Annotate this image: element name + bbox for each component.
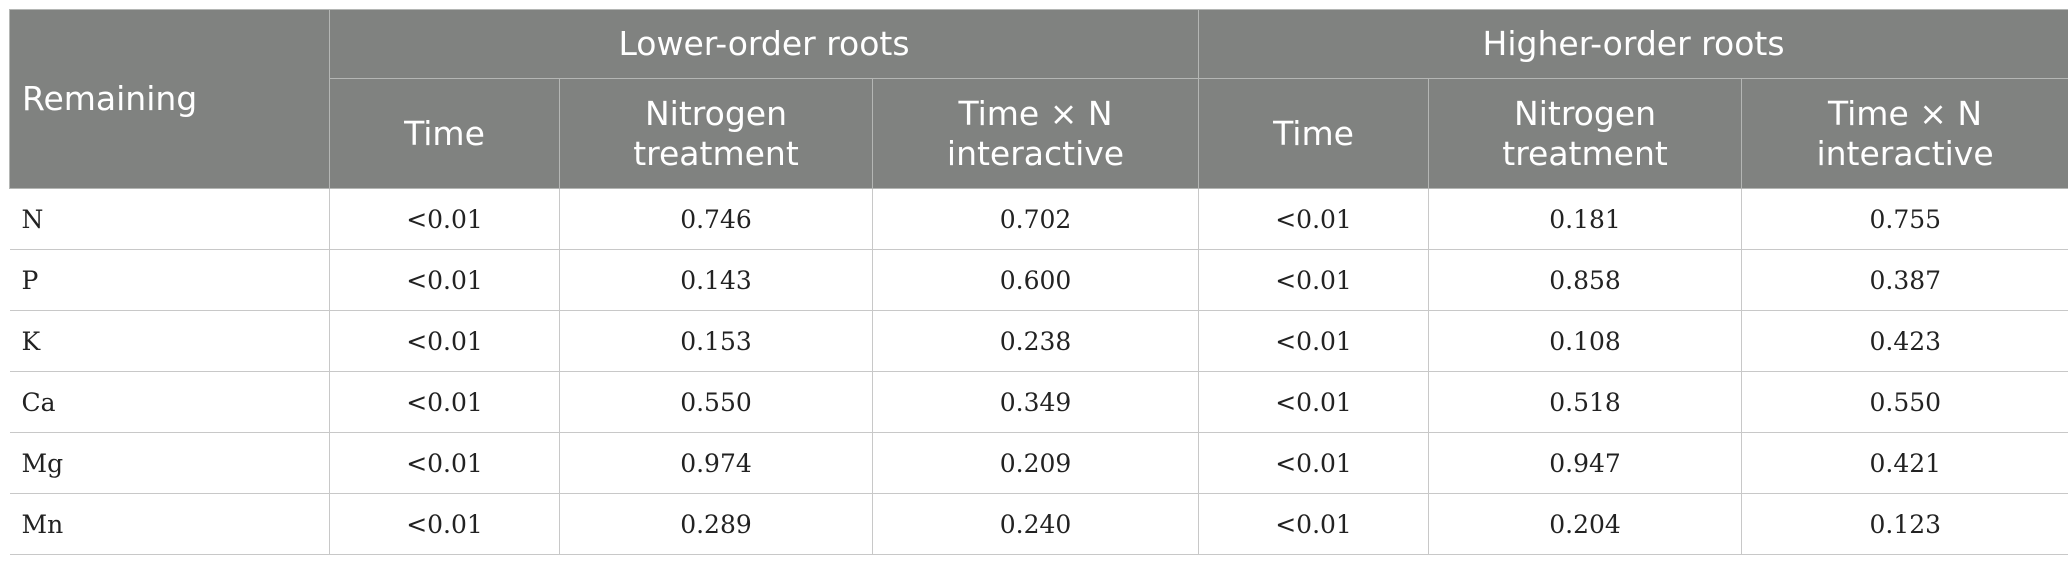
table-cell: 0.600: [871, 249, 1200, 311]
table-row-ca: Ca <0.01 0.550 0.349 <0.01 0.518 0.550: [9, 371, 2068, 433]
table-cell: 0.240: [871, 493, 1200, 555]
table-cell: 0.209: [871, 432, 1200, 494]
table-cell: <0.01: [1198, 432, 1430, 494]
table-row-n: N <0.01 0.746 0.702 <0.01 0.181 0.755: [9, 188, 2068, 250]
group-header-higher-order-roots: Higher-order roots: [1198, 9, 2068, 79]
table-cell: 0.349: [871, 371, 1200, 433]
table-cell: 0.755: [1741, 188, 2068, 250]
column-header-line: Nitrogen: [645, 93, 787, 133]
table-body: N <0.01 0.746 0.702 <0.01 0.181 0.755 P …: [9, 188, 2068, 555]
table-cell: <0.01: [1198, 249, 1430, 311]
column-header-lower-nitrogen-treatment: Nitrogen treatment: [559, 78, 873, 189]
column-header-line: Time × N: [958, 93, 1113, 133]
column-header-line: treatment: [633, 133, 799, 173]
table-row-p: P <0.01 0.143 0.600 <0.01 0.858 0.387: [9, 249, 2068, 311]
table-cell: 0.238: [871, 310, 1200, 372]
table-cell: <0.01: [329, 432, 560, 494]
table-cell: <0.01: [1198, 371, 1430, 433]
row-label: Mn: [9, 493, 330, 555]
table-cell: 0.858: [1428, 249, 1743, 311]
table-cell: 0.181: [1428, 188, 1743, 250]
table-cell: <0.01: [329, 371, 560, 433]
table-cell: 0.947: [1428, 432, 1743, 494]
row-label: P: [9, 249, 330, 311]
column-header-line: Time × N: [1828, 93, 1983, 133]
table-cell: <0.01: [329, 249, 560, 311]
table-cell: 0.974: [559, 432, 873, 494]
table-cell: <0.01: [329, 493, 560, 555]
column-header-lower-time-x-n-interactive: Time × N interactive: [871, 78, 1200, 189]
column-header-lower-time: Time: [329, 78, 560, 189]
table-row-mg: Mg <0.01 0.974 0.209 <0.01 0.947 0.421: [9, 432, 2068, 494]
column-header-line: Time: [1273, 113, 1354, 153]
table-cell: 0.204: [1428, 493, 1743, 555]
table-row-mn: Mn <0.01 0.289 0.240 <0.01 0.204 0.123: [9, 493, 2068, 555]
column-header-line: interactive: [1816, 133, 1994, 173]
group-header-lower-order-roots: Lower-order roots: [328, 9, 1200, 79]
table-cell: 0.423: [1741, 310, 2068, 372]
column-header-line: treatment: [1502, 133, 1668, 173]
column-header-line: Time: [404, 113, 485, 153]
table-cell: <0.01: [1198, 493, 1430, 555]
row-label: Ca: [9, 371, 330, 433]
table-cell: 0.123: [1741, 493, 2068, 555]
table-cell: 0.289: [559, 493, 873, 555]
column-header-line: Nitrogen: [1514, 93, 1657, 133]
row-label: K: [9, 310, 330, 372]
table-cell: 0.421: [1741, 432, 2068, 494]
row-label-header: Remaining: [9, 9, 330, 189]
table-cell: 0.387: [1741, 249, 2068, 311]
column-header-higher-time: Time: [1198, 78, 1430, 189]
table-cell: 0.702: [871, 188, 1200, 250]
table-cell: <0.01: [329, 188, 560, 250]
table-cell: <0.01: [1198, 188, 1430, 250]
table-cell: 0.518: [1428, 371, 1743, 433]
row-label: Mg: [9, 432, 330, 494]
table-cell: 0.550: [1741, 371, 2068, 433]
row-label: N: [9, 188, 330, 250]
data-table: Remaining Lower-order roots Higher-order…: [9, 9, 2068, 555]
column-header-line: interactive: [946, 133, 1125, 173]
table-header: Remaining Lower-order roots Higher-order…: [9, 9, 2068, 189]
column-header-higher-time-x-n-interactive: Time × N interactive: [1741, 78, 2068, 189]
table-cell: 0.153: [559, 310, 873, 372]
header-group-row: Remaining Lower-order roots Higher-order…: [9, 9, 2068, 189]
table-cell: 0.550: [559, 371, 873, 433]
table-cell: <0.01: [1198, 310, 1430, 372]
data-table-container: Remaining Lower-order roots Higher-order…: [9, 9, 2068, 555]
table-cell: 0.143: [559, 249, 873, 311]
header-subcolumn-row: Time Nitrogen treatment Time × N interac…: [10, 78, 2068, 189]
table-cell: 0.746: [559, 188, 873, 250]
table-row-k: K <0.01 0.153 0.238 <0.01 0.108 0.423: [9, 310, 2068, 372]
table-cell: 0.108: [1428, 310, 1743, 372]
column-header-higher-nitrogen-treatment: Nitrogen treatment: [1428, 78, 1743, 189]
table-cell: <0.01: [329, 310, 560, 372]
